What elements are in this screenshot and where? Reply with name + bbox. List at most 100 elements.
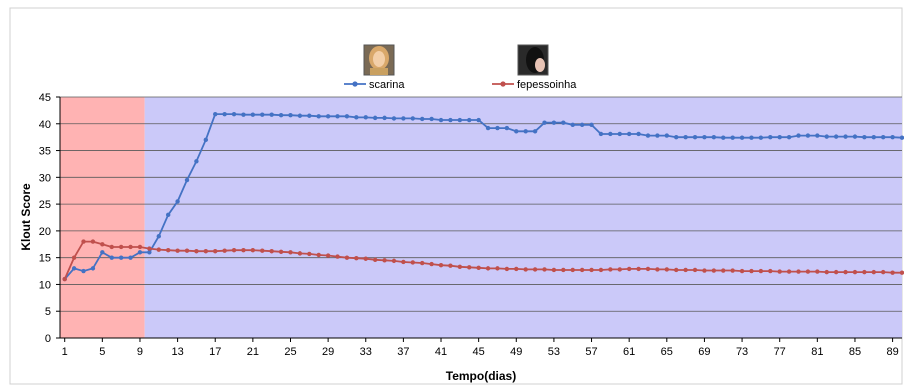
x-tick-label: 21	[247, 346, 259, 358]
data-point-scarina	[608, 131, 613, 137]
x-axis-ticks: 1 5 9 13 17 21 25 29 33 37 41 45 49 53 57 61 65 69 73 77 81 8…	[62, 338, 899, 358]
y-tick-label: 40	[39, 119, 51, 131]
data-point-scarina	[467, 117, 472, 123]
data-point-fepessoinha	[278, 249, 284, 254]
data-point-fepessoinha	[391, 258, 397, 264]
legend-marker-scarina	[352, 81, 358, 87]
data-point-fepessoinha	[410, 260, 415, 265]
data-point-scarina	[843, 134, 848, 139]
data-point-scarina	[805, 133, 811, 138]
data-point-fepessoinha	[222, 248, 227, 253]
data-point-fepessoinha	[401, 259, 406, 265]
data-point-scarina	[655, 133, 660, 138]
data-point-scarina	[711, 134, 717, 140]
data-point-fepessoinha	[570, 267, 575, 273]
data-point-fepessoinha	[438, 262, 444, 268]
data-point-scarina	[721, 135, 726, 140]
data-point-fepessoinha	[796, 269, 801, 274]
data-point-scarina	[542, 120, 547, 125]
data-point-scarina	[307, 113, 312, 118]
legend-items: scarina fepessoinha	[344, 79, 577, 91]
data-point-scarina	[796, 133, 801, 138]
data-point-fepessoinha	[730, 268, 735, 273]
data-point-fepessoinha	[382, 258, 387, 263]
data-point-scarina	[645, 133, 651, 138]
data-point-scarina	[410, 116, 415, 121]
data-point-scarina	[683, 134, 688, 140]
data-point-fepessoinha	[420, 260, 425, 266]
avatar-shoulders	[370, 68, 388, 75]
data-point-scarina	[156, 234, 161, 239]
data-point-scarina	[184, 177, 190, 183]
data-point-fepessoinha	[269, 249, 274, 254]
avatar-face	[373, 51, 385, 67]
data-point-scarina	[824, 134, 829, 139]
data-point-fepessoinha	[843, 269, 848, 275]
data-point-fepessoinha	[645, 266, 651, 272]
legend-label-scarina: scarina	[369, 79, 405, 91]
data-point-scarina	[532, 129, 538, 134]
data-point-fepessoinha	[626, 266, 632, 272]
data-point-fepessoinha	[316, 252, 321, 258]
data-point-scarina	[730, 135, 735, 140]
data-point-scarina	[561, 120, 566, 125]
data-point-scarina	[899, 135, 904, 140]
data-point-fepessoinha	[542, 267, 547, 272]
data-point-scarina	[862, 134, 867, 140]
data-point-scarina	[420, 116, 425, 122]
data-point-fepessoinha	[429, 261, 434, 267]
data-point-scarina	[175, 199, 180, 204]
data-point-scarina	[118, 255, 124, 260]
data-point-fepessoinha	[702, 268, 707, 273]
data-point-fepessoinha	[325, 253, 331, 258]
data-point-fepessoinha	[655, 267, 660, 272]
data-point-fepessoinha	[786, 269, 792, 274]
data-point-fepessoinha	[203, 249, 209, 254]
data-point-scarina	[636, 131, 641, 137]
data-point-fepessoinha	[307, 251, 312, 257]
y-tick-label: 25	[39, 199, 51, 211]
data-point-scarina	[570, 122, 575, 128]
data-point-scarina	[768, 134, 773, 140]
data-point-fepessoinha	[899, 270, 904, 275]
data-point-fepessoinha	[231, 247, 237, 253]
data-point-scarina	[203, 137, 209, 143]
x-tick-label: 13	[171, 346, 183, 358]
data-point-fepessoinha	[184, 248, 190, 253]
data-point-fepessoinha	[598, 267, 604, 273]
data-point-fepessoinha	[636, 266, 641, 272]
data-point-scarina	[147, 250, 152, 255]
data-point-fepessoinha	[739, 268, 745, 274]
data-point-scarina	[81, 268, 86, 274]
data-point-fepessoinha	[213, 249, 218, 254]
data-point-fepessoinha	[721, 268, 726, 273]
data-point-fepessoinha	[589, 267, 594, 273]
x-tick-label: 81	[811, 346, 823, 358]
data-point-scarina	[495, 125, 500, 131]
data-point-fepessoinha	[532, 267, 538, 272]
data-point-scarina	[438, 117, 444, 123]
data-point-fepessoinha	[862, 269, 867, 275]
data-point-scarina	[514, 129, 519, 134]
data-point-fepessoinha	[241, 247, 246, 253]
data-point-scarina	[457, 117, 463, 123]
x-tick-label: 49	[510, 346, 522, 358]
data-point-fepessoinha	[824, 269, 829, 275]
data-point-fepessoinha	[457, 264, 463, 269]
data-point-scarina	[674, 134, 679, 140]
data-point-fepessoinha	[354, 256, 359, 261]
data-point-scarina	[833, 134, 839, 139]
data-point-fepessoinha	[100, 242, 105, 247]
legend-label-fepessoinha: fepessoinha	[517, 79, 577, 91]
x-tick-label: 33	[360, 346, 372, 358]
data-point-fepessoinha	[288, 250, 293, 255]
y-tick-label: 5	[45, 306, 51, 318]
data-point-fepessoinha	[62, 276, 67, 282]
data-point-scarina	[890, 134, 895, 140]
x-tick-label: 85	[849, 346, 861, 358]
data-point-scarina	[335, 114, 340, 119]
data-point-fepessoinha	[768, 268, 773, 274]
data-point-scarina	[222, 111, 227, 117]
data-point-fepessoinha	[109, 244, 114, 250]
data-point-fepessoinha	[551, 267, 557, 273]
